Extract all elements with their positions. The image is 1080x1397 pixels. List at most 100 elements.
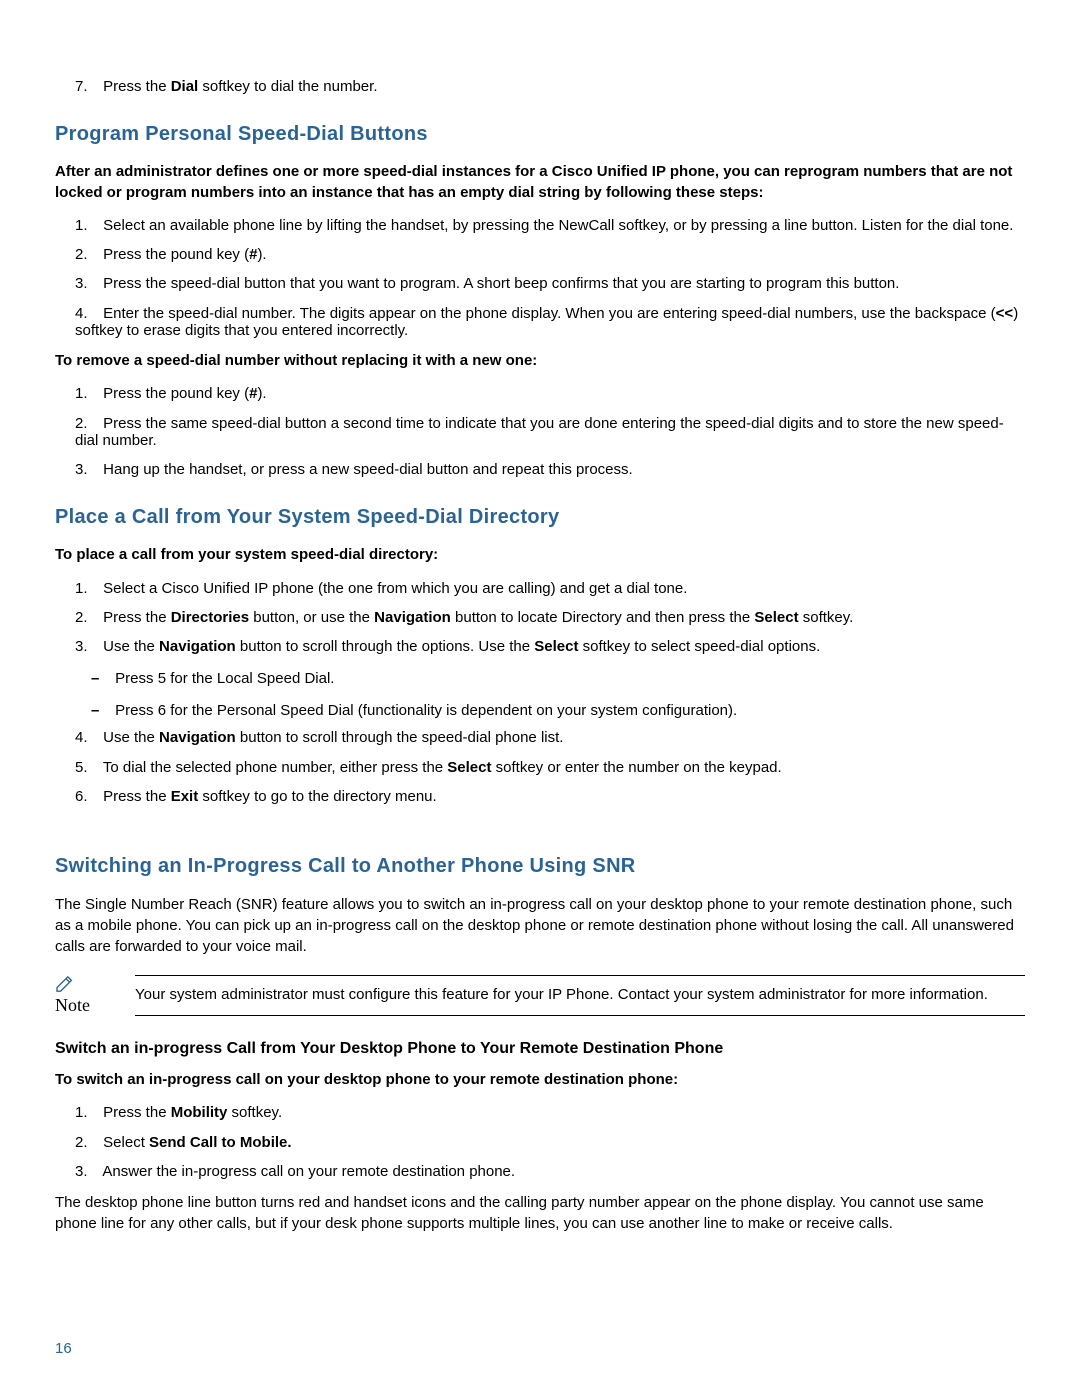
s2-subdash-1: – Press 5 for the Local Speed Dial. <box>91 670 1025 687</box>
step-bold: Send Call to Mobile. <box>149 1134 292 1151</box>
dash-bullet: – <box>91 670 111 687</box>
step-number: 3. <box>75 461 99 478</box>
step-text: Select a Cisco Unified IP phone (the one… <box>103 580 687 597</box>
step-text-pre: Press the <box>103 78 171 95</box>
step-number: 1. <box>75 385 99 402</box>
top-step-7: 7. Press the Dial softkey to dial the nu… <box>75 78 1025 95</box>
s2-step-6: 6. Press the Exit softkey to go to the d… <box>75 788 1025 805</box>
snr-subhead: Switch an in-progress Call from Your Des… <box>55 1040 1025 1058</box>
s2-step-5: 5. To dial the selected phone number, ei… <box>75 759 1025 776</box>
dash-text: Press <box>115 702 158 719</box>
step-number: 2. <box>75 1134 99 1151</box>
step-number: 1. <box>75 580 99 597</box>
step-text: Press the <box>103 609 171 626</box>
step-bold: << <box>996 305 1014 322</box>
step-text: Press the speed-dial button that you wan… <box>103 275 899 292</box>
s2-step-4: 4. Use the Navigation button to scroll t… <box>75 729 1025 746</box>
step-number: 2. <box>75 246 99 263</box>
s1b-step-1: 1. Press the pound key (#). <box>75 385 1025 402</box>
s3-step-2: 2. Select Send Call to Mobile. <box>75 1134 1025 1151</box>
snr-intro-bold: To switch an in-progress call on your de… <box>55 1070 1025 1090</box>
step-text: Press the <box>103 1104 171 1121</box>
step-text: Use the <box>103 729 159 746</box>
step-number: 3. <box>75 1163 99 1180</box>
s2-step-2: 2. Press the Directories button, or use … <box>75 609 1025 626</box>
step-text: softkey. <box>227 1104 282 1121</box>
step-text: Enter the speed-dial number. The digits … <box>103 305 996 322</box>
step-text: Press the pound key ( <box>103 246 249 263</box>
page: 7. Press the Dial softkey to dial the nu… <box>0 0 1080 1397</box>
dash-text: for the Local Speed Dial. <box>166 670 334 687</box>
heading-program-speed-dial: Program Personal Speed-Dial Buttons <box>55 123 1025 146</box>
s1b-step-2: 2. Press the same speed-dial button a se… <box>75 415 1025 450</box>
step-text: Select <box>103 1134 149 1151</box>
step-number: 4. <box>75 729 99 746</box>
step-text-bold: Dial <box>171 78 199 95</box>
section1-intro: After an administrator defines one or mo… <box>55 162 1025 203</box>
step-text: Press the same speed-dial button a secon… <box>75 415 1004 449</box>
snr-paragraph: The Single Number Reach (SNR) feature al… <box>55 894 1025 957</box>
step-number: 1. <box>75 217 99 234</box>
s2-subdash-2: – Press 6 for the Personal Speed Dial (f… <box>91 702 1025 719</box>
step-text: Answer the in-progress call on your remo… <box>102 1163 515 1180</box>
note-label: Note <box>55 995 125 1016</box>
step-number: 2. <box>75 609 99 626</box>
step-text: Press the pound key ( <box>103 385 249 402</box>
step-bold: Directories <box>171 609 249 626</box>
note-text: Your system administrator must configure… <box>135 975 1025 1016</box>
step-bold: Navigation <box>159 729 236 746</box>
note-left: Note <box>55 975 125 1016</box>
step-text: Select an available phone line by liftin… <box>103 217 1013 234</box>
step-text: Press the <box>103 788 171 805</box>
note-block: Note Your system administrator must conf… <box>55 975 1025 1016</box>
step-bold: Mobility <box>171 1104 228 1121</box>
s2-step-1: 1. Select a Cisco Unified IP phone (the … <box>75 580 1025 597</box>
step-bold: Select <box>534 638 578 655</box>
dash-text: Press <box>115 670 158 687</box>
snr-tail: The desktop phone line button turns red … <box>55 1192 1025 1234</box>
step-text: ). <box>257 385 266 402</box>
s1b-step-3: 3. Hang up the handset, or press a new s… <box>75 461 1025 478</box>
page-number: 16 <box>55 1340 72 1357</box>
step-text: softkey. <box>799 609 854 626</box>
step-number: 1. <box>75 1104 99 1121</box>
step-bold: Navigation <box>374 609 451 626</box>
step-number: 5. <box>75 759 99 776</box>
heading-snr: Switching an In-Progress Call to Another… <box>55 855 1025 878</box>
heading-place-call-speed-dial: Place a Call from Your System Speed-Dial… <box>55 506 1025 529</box>
step-text: button to scroll through the options. Us… <box>236 638 535 655</box>
step-text: softkey to select speed-dial options. <box>578 638 820 655</box>
dash-text: for the Personal Speed Dial (functionali… <box>166 702 737 719</box>
step-text: softkey or enter the number on the keypa… <box>492 759 782 776</box>
step-bold: Navigation <box>159 638 236 655</box>
s1-step-2: 2. Press the pound key (#). <box>75 246 1025 263</box>
step-text: Use the <box>103 638 159 655</box>
step-text: softkey to go to the directory menu. <box>198 788 436 805</box>
s2-step-3: 3. Use the Navigation button to scroll t… <box>75 638 1025 655</box>
dash-bullet: – <box>91 702 111 719</box>
step-text: Hang up the handset, or press a new spee… <box>103 461 633 478</box>
s3-step-1: 1. Press the Mobility softkey. <box>75 1104 1025 1121</box>
s3-step-3: 3. Answer the in-progress call on your r… <box>75 1163 1025 1180</box>
step-number: 6. <box>75 788 99 805</box>
step-number: 3. <box>75 275 99 292</box>
s1-step-3: 3. Press the speed-dial button that you … <box>75 275 1025 292</box>
dash-bold: 5 <box>158 670 166 687</box>
step-bold: Select <box>447 759 491 776</box>
step-text: button to locate Directory and then pres… <box>451 609 755 626</box>
step-bold: Select <box>754 609 798 626</box>
step-text: button, or use the <box>249 609 374 626</box>
step-number: 2. <box>75 415 99 432</box>
step-number: 3. <box>75 638 99 655</box>
s1-step-1: 1. Select an available phone line by lif… <box>75 217 1025 234</box>
step-text: button to scroll through the speed-dial … <box>236 729 564 746</box>
dash-bold: 6 <box>158 702 166 719</box>
step-text-post: softkey to dial the number. <box>198 78 377 95</box>
step-number: 7. <box>75 78 99 95</box>
section2-intro: To place a call from your system speed-d… <box>55 545 1025 565</box>
step-number: 4. <box>75 305 99 322</box>
step-bold: Exit <box>171 788 199 805</box>
s1-step-4: 4. Enter the speed-dial number. The digi… <box>75 305 1025 340</box>
section1-mid-bold: To remove a speed-dial number without re… <box>55 351 1025 371</box>
step-text: To dial the selected phone number, eithe… <box>103 759 447 776</box>
